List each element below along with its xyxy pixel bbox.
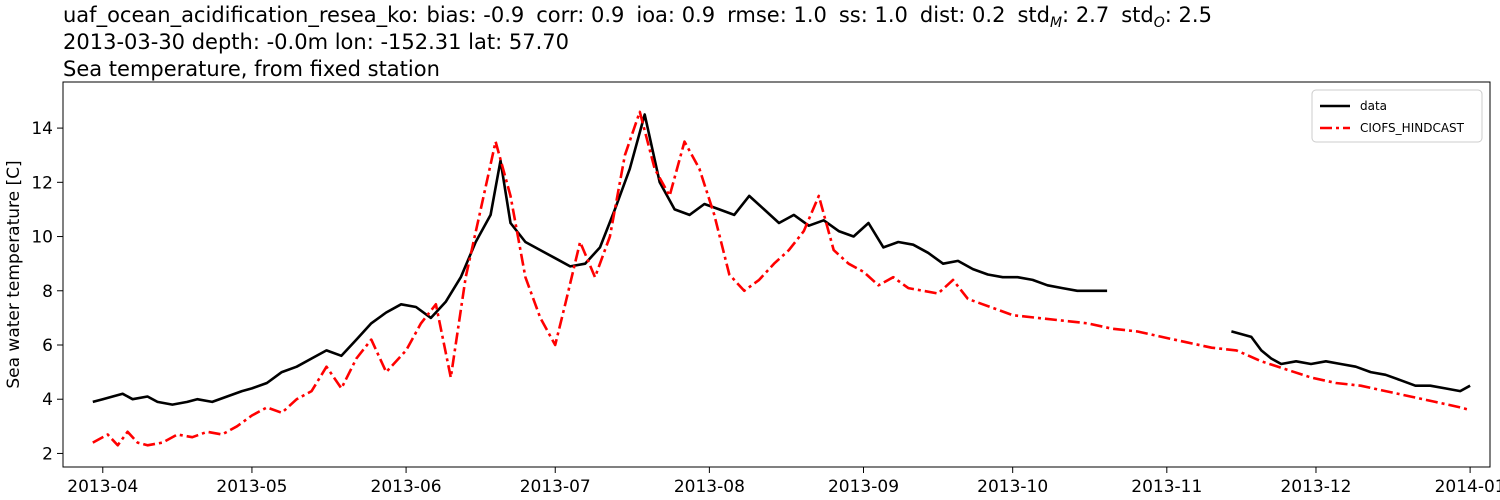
legend: data CIOFS_HINDCAST (1311, 89, 1483, 143)
stat-name: bias (426, 3, 470, 27)
x-tick-label: 2013-07 (520, 477, 591, 497)
stat-value: 0.2 (972, 3, 1006, 27)
y-tick-label: 12 (31, 173, 53, 193)
y-tick-label: 10 (31, 228, 53, 248)
stat-name: rmse (727, 3, 780, 27)
series-data-line (92, 113, 1108, 406)
x-tick-label: 2013-09 (828, 477, 899, 497)
y-tick-label: 2 (42, 444, 53, 464)
stat-std-m: stdM: 2.7 (1017, 3, 1110, 32)
location-line: 2013-03-30 depth: -0.0m lon: -152.31 lat… (63, 30, 569, 54)
stat-std-o: stdO: 2.5 (1121, 3, 1212, 32)
y-tick-label: 4 (42, 390, 53, 410)
legend-box (1311, 89, 1483, 143)
stats-line: uaf_ocean_acidification_resea_ko: bias: -… (63, 2, 1224, 32)
stat-subscript: M (1049, 15, 1063, 32)
stat-name: std (1017, 3, 1050, 27)
stat-ioa: ioa: 0.9 (636, 3, 716, 27)
x-tick-label: 2013-08 (674, 477, 745, 497)
plot-frame (62, 81, 1491, 468)
x-tick-label: 2013-05 (216, 477, 287, 497)
stat-value: -0.9 (483, 3, 525, 27)
y-tick-label: 14 (31, 119, 53, 139)
x-tick-label: 2014-01 (1435, 477, 1500, 497)
stat-name: dist (919, 3, 959, 27)
stat-bias: bias: -0.9 (426, 3, 525, 27)
chart-axes: 2 4 6 8 10 12 14 2013-04 2013-05 2013-06 2013-07 20… (31, 119, 1500, 497)
y-tick-label: 6 (42, 336, 53, 356)
stat-ss: ss: 1.0 (838, 3, 908, 27)
stat-subscript: O (1153, 15, 1165, 32)
x-tick-label: 2013-06 (371, 477, 442, 497)
variable-title: Sea temperature, from fixed station (63, 57, 440, 81)
legend-label: CIOFS_HINDCAST (1360, 121, 1465, 135)
chart-title-block: uaf_ocean_acidification_resea_ko: bias: -… (63, 2, 1224, 83)
stat-value: 0.9 (681, 3, 716, 27)
x-tick-label: 2013-12 (1280, 477, 1351, 497)
y-tick-label: 8 (42, 282, 53, 302)
stat-name: std (1121, 3, 1154, 27)
stats-container: bias: -0.9 corr: 0.9 ioa: 0.9 rmse: 1.0 ss: … (419, 3, 1224, 32)
stat-corr: corr: 0.9 (536, 3, 625, 27)
series-data-line (1231, 330, 1471, 393)
chart-traces (92, 110, 1471, 447)
stat-value: 2.5 (1178, 3, 1212, 27)
stat-value: 1.0 (793, 3, 827, 27)
stat-name: corr (536, 3, 578, 27)
stat-name: ioa (636, 3, 668, 27)
stat-name: ss (838, 3, 861, 27)
stat-rmse: rmse: 1.0 (727, 3, 827, 27)
series-ciofs-hindcast-line (92, 110, 1471, 447)
stat-value: 1.0 (874, 3, 908, 27)
x-tick-label: 2013-04 (67, 477, 138, 497)
x-tick-label: 2013-10 (977, 477, 1048, 497)
dataset-name: uaf_ocean_acidification_resea_ko: (63, 3, 419, 27)
stat-dist: dist: 0.2 (919, 3, 1006, 27)
legend-label: data (1360, 99, 1387, 113)
stat-value: 2.7 (1075, 3, 1110, 27)
x-tick-label: 2013-11 (1131, 477, 1202, 497)
stat-value: 0.9 (590, 3, 625, 27)
y-axis-label: Sea water temperature [C] (4, 160, 24, 388)
